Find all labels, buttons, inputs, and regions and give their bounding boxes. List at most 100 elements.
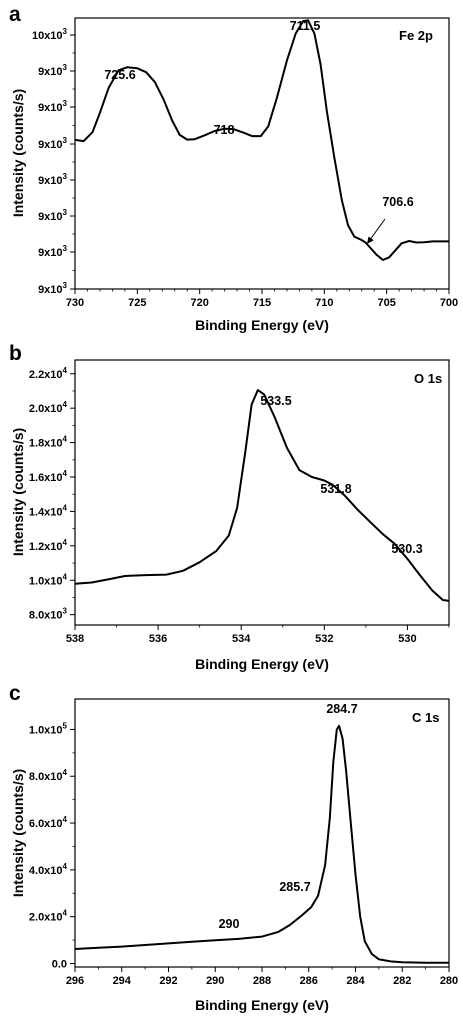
y-tick-exponent: 4	[63, 435, 68, 444]
spectrum-tag: C 1s	[412, 710, 439, 725]
peak-label: 718	[214, 123, 235, 137]
y-axis-title: Intensity (counts/s)	[10, 89, 26, 217]
y-tick-exponent: 4	[63, 862, 68, 871]
peak-label: 725.6	[104, 68, 135, 82]
y-tick-label: 1.6x104	[29, 469, 68, 484]
series-line	[74, 724, 449, 964]
y-tick-exponent: 4	[63, 909, 68, 918]
x-tick-label: 286	[300, 975, 318, 987]
plot-frame	[74, 359, 450, 626]
y-tick-base: 2.2x10	[29, 369, 63, 381]
x-tick-label: 534	[232, 633, 251, 645]
y-tick-label: 0.0	[52, 958, 67, 970]
y-tick-label: 4.0x104	[29, 862, 68, 877]
y-tick-base: 9x10	[38, 247, 62, 259]
panel-letter: a	[9, 3, 21, 26]
y-tick-base: 1.0x10	[29, 575, 63, 587]
x-tick-label: 296	[66, 975, 84, 987]
y-tick-base: 8.0x10	[29, 610, 63, 622]
y-tick-base: 9x10	[38, 139, 62, 151]
y-tick-base: 4.0x10	[29, 865, 63, 877]
y-tick-base: 9x10	[38, 66, 62, 78]
y-tick-label: 2.2x104	[29, 366, 68, 381]
y-tick-label: 2.0x104	[29, 400, 68, 415]
peak-label: 285.7	[279, 880, 310, 894]
x-tick-label: 705	[377, 297, 395, 309]
chart-panel-a: 730 725 720 715 710 705 7009x1039x1039x1039x10…	[9, 3, 458, 333]
x-axis-title: Binding Energy (eV)	[195, 656, 329, 672]
y-tick-exponent: 5	[63, 721, 68, 730]
x-axis-title: Binding Energy (eV)	[195, 997, 329, 1013]
y-tick-label: 8.0x104	[29, 768, 68, 783]
peak-label: 284.7	[326, 702, 357, 716]
y-tick-label: 1.4x104	[29, 503, 68, 518]
x-tick-label: 710	[315, 297, 333, 309]
annotation-arrowhead	[367, 236, 374, 244]
y-tick-base: 1.8x10	[29, 438, 63, 450]
peak-label: 530.3	[391, 542, 422, 556]
peak-label: 533.5	[260, 394, 291, 408]
y-tick-exponent: 4	[63, 503, 68, 512]
y-tick-base: 1.0x10	[29, 724, 63, 736]
y-tick-base: 9x10	[38, 102, 62, 114]
x-tick-label: 292	[159, 975, 177, 987]
panel-letter: b	[9, 342, 22, 365]
x-tick-label: 280	[440, 975, 458, 987]
y-tick-label: 6.0x104	[29, 815, 68, 830]
y-tick-exponent: 3	[63, 63, 68, 72]
y-tick-label: 9x103	[38, 99, 67, 114]
y-tick-label: 9x103	[38, 244, 67, 259]
y-tick-exponent: 3	[63, 244, 68, 253]
y-tick-label: 9x103	[38, 172, 67, 187]
y-tick-exponent: 4	[63, 469, 68, 478]
x-axis-title: Binding Energy (eV)	[195, 317, 329, 333]
y-tick-base: 9x10	[38, 211, 62, 223]
y-tick-base: 1.6x10	[29, 472, 63, 484]
y-tick-label: 1.8x104	[29, 435, 68, 450]
y-tick-label: 2.0x104	[29, 909, 68, 924]
x-tick-label: 282	[393, 975, 411, 987]
spectrum-tag: O 1s	[414, 371, 442, 386]
y-tick-base: 1.2x10	[29, 541, 63, 553]
y-tick-base: 2.0x10	[29, 912, 63, 924]
x-tick-label: 530	[398, 633, 416, 645]
y-tick-label: 10x103	[32, 27, 68, 42]
chart-panel-b: 538 536 534 532 5308.0x1031.0x1041.2x1041.4x…	[9, 342, 450, 672]
y-tick-base: 10x10	[32, 30, 63, 42]
y-tick-label: 1.0x104	[29, 572, 68, 587]
peak-label: 711.5	[290, 19, 321, 33]
y-tick-exponent: 4	[63, 572, 68, 581]
series-line	[74, 389, 450, 602]
y-tick-label: 9x103	[38, 63, 67, 78]
y-tick-label: 9x103	[38, 281, 67, 296]
x-tick-label: 700	[440, 297, 458, 309]
y-tick-base: 9x10	[38, 284, 62, 296]
y-tick-label: 9x103	[38, 136, 67, 151]
y-tick-exponent: 4	[63, 400, 68, 409]
x-tick-label: 284	[346, 975, 365, 987]
x-tick-label: 294	[113, 975, 132, 987]
x-tick-label: 288	[253, 975, 271, 987]
y-tick-label: 9x103	[38, 208, 67, 223]
x-tick-label: 725	[128, 297, 146, 309]
y-tick-exponent: 4	[63, 815, 68, 824]
y-tick-label: 1.2x104	[29, 538, 68, 553]
y-tick-exponent: 4	[63, 366, 68, 375]
x-tick-label: 538	[66, 633, 84, 645]
peak-label: 706.6	[382, 195, 413, 209]
panel-letter: c	[9, 682, 21, 705]
y-tick-base: 1.4x10	[29, 506, 63, 518]
spectrum-tag: Fe 2p	[399, 28, 433, 43]
x-tick-label: 536	[149, 633, 167, 645]
y-tick-base: 0.0	[52, 958, 67, 970]
y-tick-exponent: 3	[63, 27, 68, 36]
y-tick-label: 1.0x105	[29, 721, 68, 736]
peak-label: 531.8	[320, 482, 351, 496]
y-tick-exponent: 3	[63, 607, 68, 616]
y-tick-label: 8.0x103	[29, 607, 68, 622]
series-line	[74, 19, 449, 261]
chart-panel-c: 296 294 292 290 288 286 284 282 2800.02.0x1044.0…	[9, 682, 458, 1013]
y-tick-exponent: 3	[63, 136, 68, 145]
y-tick-exponent: 4	[63, 768, 68, 777]
